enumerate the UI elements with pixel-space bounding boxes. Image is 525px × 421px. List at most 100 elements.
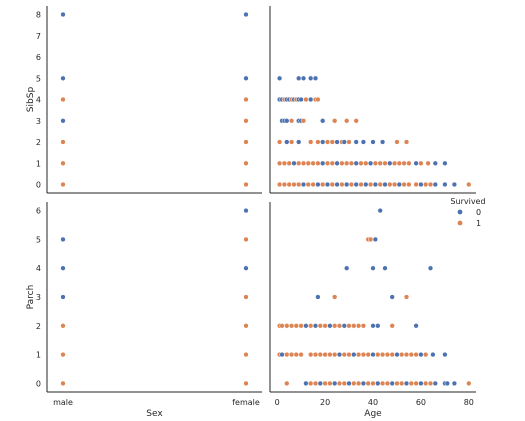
scatter-point (339, 160, 345, 166)
scatter-point (377, 160, 383, 166)
x-tick-label: female (232, 398, 260, 407)
scatter-point (353, 181, 359, 188)
scatter-point (396, 160, 402, 166)
scatter-point (372, 160, 379, 166)
scatter-point (303, 96, 309, 103)
scatter-point (372, 236, 379, 243)
scatter-point (284, 380, 290, 387)
scatter-point (401, 181, 407, 188)
scatter-point (332, 294, 338, 300)
scatter-point (317, 351, 323, 358)
scatter-point (406, 181, 412, 188)
scatter-point (322, 323, 328, 329)
scatter-point (408, 380, 414, 387)
scatter-point (320, 118, 326, 124)
scatter-point (442, 181, 448, 188)
scatter-point (432, 160, 438, 166)
scatter-point (427, 265, 434, 271)
scatter-point (243, 380, 249, 387)
scatter-point (315, 181, 321, 188)
scatter-point (312, 75, 319, 81)
scatter-point (375, 323, 381, 329)
scatter-point (379, 380, 386, 387)
scatter-point (423, 380, 429, 387)
scatter-point (276, 139, 283, 145)
scatter-point (375, 351, 381, 358)
scatter-point (329, 160, 335, 166)
scatter-point (327, 323, 333, 329)
scatter-point (310, 160, 316, 166)
scatter-point (387, 160, 393, 166)
scatter-point (308, 75, 314, 81)
scatter-point (243, 96, 249, 103)
scatter-point (351, 323, 357, 329)
scatter-point (353, 160, 359, 166)
scatter-point (60, 380, 66, 387)
scatter-point (329, 139, 335, 145)
scatter-point (298, 96, 304, 103)
scatter-point (315, 160, 321, 166)
legend: Survived 0 1 (450, 197, 485, 228)
panel-r1-c1 (276, 207, 472, 387)
scatter-point (406, 160, 412, 166)
scatter-point (403, 139, 410, 145)
legend-marker-1 (457, 220, 463, 226)
scatter-point (432, 380, 438, 387)
scatter-point (291, 160, 297, 166)
scatter-point (332, 118, 338, 124)
scatter-point (324, 160, 331, 166)
scatter-point (358, 181, 364, 188)
scatter-point (346, 351, 352, 358)
scatter-point (355, 323, 362, 329)
scatter-point (327, 380, 333, 387)
scatter-point (60, 323, 66, 329)
scatter-point (276, 181, 283, 188)
scatter-point (60, 294, 66, 300)
x-axis-label-sex: Sex (146, 409, 163, 419)
scatter-point (243, 294, 249, 300)
scatter-point (305, 181, 311, 188)
scatter-point (324, 181, 331, 188)
scatter-point (300, 75, 307, 81)
scatter-point (315, 294, 321, 300)
scatter-point (300, 181, 307, 188)
scatter-point (308, 139, 314, 145)
x-tick-label: 80 (464, 398, 474, 407)
scatter-point (293, 323, 299, 329)
scatter-point (243, 207, 249, 214)
x-tick-label: 0 (275, 398, 280, 407)
scatter-point (300, 118, 307, 124)
scatter-point (423, 181, 429, 188)
scatter-point (243, 236, 249, 243)
scatter-point (360, 139, 367, 145)
scatter-point (60, 265, 66, 271)
scatter-point (384, 351, 391, 358)
scatter-point (425, 160, 431, 166)
scatter-point (332, 351, 338, 358)
y-axis-label-sibsp: SibSp (26, 87, 36, 113)
scatter-point (346, 323, 352, 329)
scatter-point (444, 380, 450, 387)
scatter-point (315, 96, 321, 103)
scatter-point (341, 380, 347, 387)
scatter-point (243, 181, 249, 188)
scatter-point (394, 380, 400, 387)
scatter-point (367, 181, 374, 188)
scatter-point (60, 96, 66, 103)
scatter-point (346, 139, 352, 145)
legend-title: Survived (450, 197, 485, 206)
scatter-point (351, 380, 357, 387)
scatter-point (288, 351, 295, 358)
scatter-point (288, 323, 295, 329)
scatter-point (365, 380, 371, 387)
scatter-point (243, 139, 249, 145)
scatter-point (370, 323, 376, 329)
scatter-point (408, 351, 414, 358)
scatter-point (310, 181, 316, 188)
scatter-point (243, 351, 249, 358)
y-tick-label: 1 (36, 351, 41, 360)
scatter-point (370, 380, 376, 387)
scatter-point (427, 181, 434, 188)
y-tick-label: 5 (36, 235, 41, 244)
scatter-point (389, 380, 395, 387)
